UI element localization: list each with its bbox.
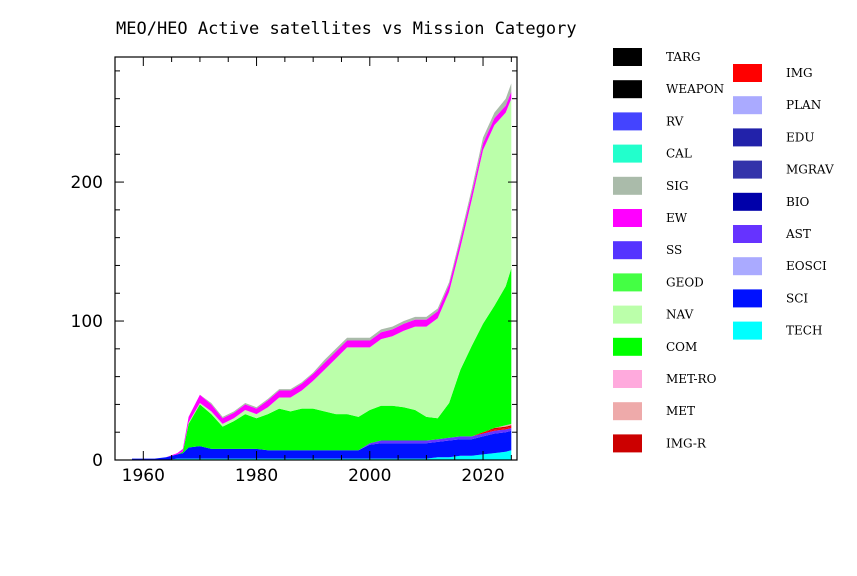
- legend-label-ew: EW: [666, 211, 688, 225]
- legend-label-plan: PLAN: [786, 98, 821, 112]
- legend-label-tech: TECH: [786, 324, 822, 338]
- legend-swatch-mgrav: [733, 160, 762, 179]
- legend-swatch-com: [613, 337, 642, 356]
- legend-label-img-r: IMG-R: [666, 436, 707, 450]
- legend-swatch-tech: [733, 321, 762, 340]
- legend-label-edu: EDU: [786, 130, 815, 144]
- y-tick-label: 100: [71, 312, 103, 332]
- legend-swatch-geod: [613, 273, 642, 292]
- y-tick-label: 200: [71, 173, 103, 193]
- legend-label-eosci: EOSCI: [786, 259, 827, 273]
- legend-label-cal: CAL: [666, 147, 692, 161]
- legend-label-sig: SIG: [666, 179, 689, 193]
- legend-label-sci: SCI: [786, 291, 808, 305]
- axis-ticks: 1960 1980 2000 2020 0 100 200: [71, 57, 517, 486]
- legend-swatch-rv: [613, 112, 642, 131]
- legend-swatch-ast: [733, 225, 762, 243]
- legend-swatch-ss: [613, 241, 642, 260]
- legend-swatch-img: [733, 64, 762, 82]
- legend-swatch-targ: [613, 48, 642, 66]
- legend-swatch-cal: [613, 144, 642, 163]
- legend-label-mgrav: MGRAV: [786, 163, 834, 177]
- legend-label-nav: NAV: [666, 308, 694, 322]
- plot-areas: [132, 83, 512, 460]
- legend-label-ss: SS: [666, 243, 682, 257]
- legend-swatch-bio: [733, 192, 762, 211]
- legend-label-met: MET: [666, 404, 695, 418]
- legend: TARG WEAPON RV CAL SIG EW SS GEOD NAV COM MET-RO ME…: [613, 48, 834, 453]
- legend-swatch-ew: [613, 209, 642, 227]
- legend-label-geod: GEOD: [666, 275, 704, 289]
- legend-swatch-weapon: [613, 80, 642, 99]
- legend-swatch-sci: [733, 289, 762, 308]
- legend-swatch-edu: [733, 128, 762, 147]
- legend-swatch-img-r: [613, 434, 642, 453]
- legend-swatch-eosci: [733, 257, 762, 276]
- legend-label-ast: AST: [785, 227, 811, 241]
- x-tick-label: 2020: [461, 466, 504, 486]
- legend-label-met-ro: MET-RO: [666, 372, 717, 386]
- legend-swatch-plan: [733, 96, 762, 115]
- plot-frame: [114, 56, 518, 461]
- legend-swatch-met-ro: [613, 370, 642, 388]
- legend-label-img: IMG: [786, 66, 813, 80]
- legend-swatch-met: [613, 402, 642, 421]
- legend-label-rv: RV: [666, 114, 684, 128]
- legend-label-weapon: WEAPON: [666, 82, 724, 96]
- legend-label-com: COM: [666, 340, 697, 354]
- legend-label-targ: TARG: [666, 50, 701, 64]
- x-tick-label: 1960: [122, 466, 165, 486]
- area-sci: [132, 430, 512, 460]
- chart-title: MEO/HEO Active satellites vs Mission Cat…: [116, 19, 577, 39]
- legend-swatch-nav: [613, 305, 642, 324]
- x-tick-label: 1980: [235, 466, 278, 486]
- area-tech: [132, 450, 512, 460]
- y-tick-label: 0: [92, 451, 103, 471]
- legend-label-bio: BIO: [786, 195, 810, 209]
- x-tick-label: 2000: [348, 466, 391, 486]
- area-com: [132, 268, 512, 459]
- legend-swatch-sig: [613, 176, 642, 195]
- area-nav: [132, 98, 512, 459]
